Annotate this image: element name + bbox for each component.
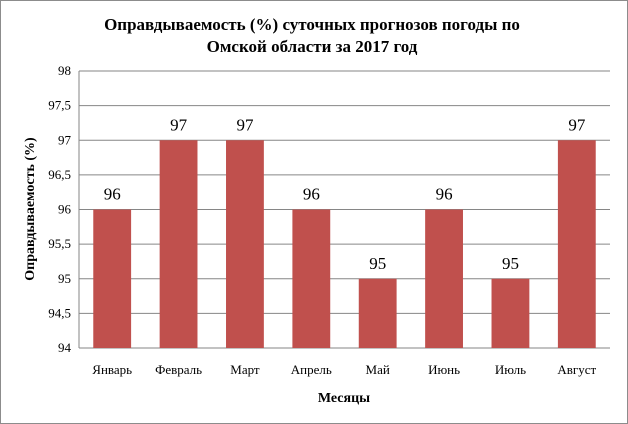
x-tick-label: Июль <box>495 362 526 377</box>
data-label: 96 <box>303 185 320 204</box>
chart-title-line-1: Оправдываемость (%) суточных прогнозов п… <box>104 15 520 34</box>
y-tick-label: 96,5 <box>48 167 71 182</box>
bars <box>93 140 596 348</box>
y-axis-tick-labels: 94 94,5 95 95,5 96 96,5 97 97,5 98 <box>48 63 71 355</box>
data-labels: 96 97 97 96 95 96 95 97 <box>104 115 586 273</box>
bar-7 <box>491 278 530 348</box>
bar-4 <box>292 209 331 348</box>
y-axis-title: Оправдываемость (%) <box>23 137 38 281</box>
data-label: 96 <box>104 185 121 204</box>
x-tick-label: Март <box>230 362 260 377</box>
gridlines <box>78 70 610 349</box>
bar-8 <box>557 140 596 348</box>
y-tick-label: 95 <box>58 271 71 286</box>
x-tick-label: Январь <box>92 362 132 377</box>
data-label: 96 <box>436 185 453 204</box>
bar-5 <box>358 278 397 348</box>
data-label: 97 <box>170 115 188 134</box>
bar-3 <box>226 140 264 348</box>
data-label: 97 <box>236 115 254 134</box>
y-tick-label: 94 <box>58 340 72 355</box>
x-tick-label: Июнь <box>428 362 460 377</box>
bar-1 <box>93 209 132 348</box>
chart-title-line-2: Омской области за 2017 год <box>207 37 418 56</box>
bar-2 <box>159 140 198 348</box>
x-tick-label: Февраль <box>155 362 202 377</box>
y-tick-label: 97 <box>58 132 72 147</box>
x-axis-title: Месяцы <box>318 391 370 406</box>
x-tick-label: Май <box>366 362 390 377</box>
data-label: 97 <box>568 115 586 134</box>
x-axis-tick-labels: Январь Февраль Март Апрель Май Июнь Июль Август <box>92 362 596 377</box>
y-tick-label: 96 <box>58 202 72 217</box>
y-tick-label: 98 <box>58 63 71 78</box>
y-tick-label: 94,5 <box>48 305 71 320</box>
data-label: 95 <box>369 254 386 273</box>
data-label: 95 <box>502 254 519 273</box>
x-tick-label: Август <box>557 362 596 377</box>
y-tick-label: 95,5 <box>48 236 71 251</box>
x-tick-label: Апрель <box>291 362 332 377</box>
y-tick-label: 97,5 <box>48 98 71 113</box>
bar-6 <box>425 209 463 348</box>
